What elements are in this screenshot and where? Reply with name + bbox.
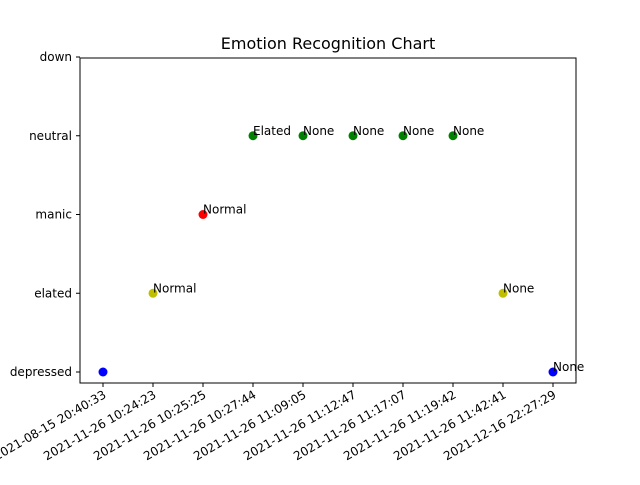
chart-title: Emotion Recognition Chart: [221, 34, 436, 53]
data-point-4: [298, 131, 308, 141]
data-point-0: [98, 367, 108, 377]
y-tick-label-manic: manic: [35, 208, 72, 222]
data-point-8: [498, 288, 508, 298]
y-tick-label-elated: elated: [34, 286, 72, 300]
point-label-4: None: [303, 124, 334, 138]
data-point-1: [148, 288, 158, 298]
data-point-9: [548, 367, 558, 377]
point-label-5: None: [353, 124, 384, 138]
point-label-9: None: [553, 360, 584, 374]
y-tick-label-neutral: neutral: [29, 129, 72, 143]
point-label-7: None: [453, 124, 484, 138]
data-point-3: [248, 131, 258, 141]
point-label-8: None: [503, 281, 534, 295]
point-label-2: Normal: [203, 203, 246, 217]
data-point-2: [198, 210, 208, 219]
y-tick-label-down: down: [40, 50, 72, 64]
data-point-7: [448, 131, 458, 141]
plot-area: depressedelatedmanicneutraldown2021-08-1…: [0, 50, 584, 463]
point-label-6: None: [403, 124, 434, 138]
point-label-3: Elated: [253, 124, 291, 138]
plot-frame: [79, 57, 577, 384]
point-label-1: Normal: [153, 281, 196, 295]
data-point-5: [348, 131, 358, 141]
y-tick-label-depressed: depressed: [10, 365, 72, 379]
data-point-6: [398, 131, 408, 141]
